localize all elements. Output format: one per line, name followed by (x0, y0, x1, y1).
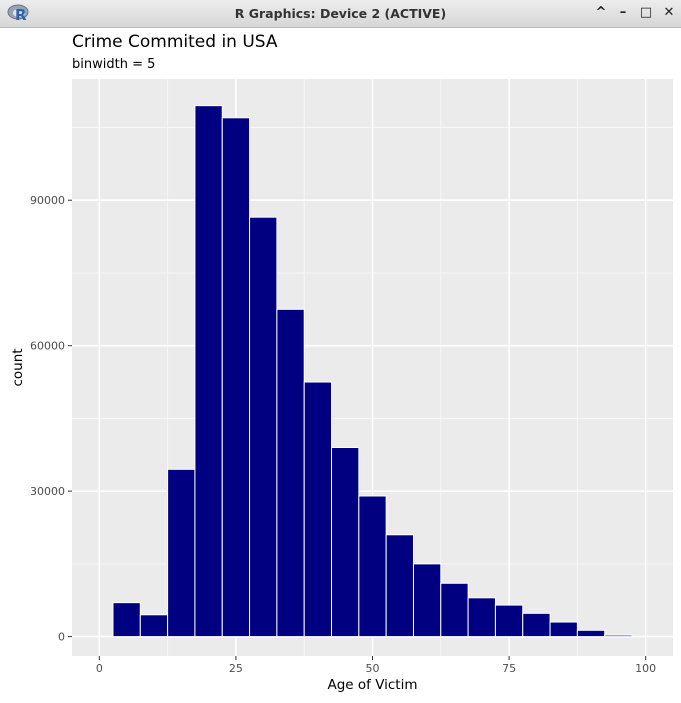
histogram-bars (112, 105, 633, 638)
histogram-bar (276, 308, 305, 638)
histogram-bar (467, 597, 496, 638)
histogram-bar (440, 582, 469, 638)
histogram-bar (249, 216, 278, 638)
histogram-bar (167, 468, 196, 638)
y-axis: 0 30000 60000 90000 (30, 194, 72, 644)
x-axis-label: Age of Victim (327, 677, 417, 693)
minimize-button[interactable]: – (619, 5, 627, 20)
histogram-bar (604, 634, 633, 638)
close-button[interactable]: ✕ (663, 5, 675, 20)
y-tick-label: 60000 (30, 340, 65, 353)
x-tick-label: 25 (229, 662, 243, 675)
histogram-bar (331, 447, 360, 638)
histogram-bar (303, 381, 333, 638)
y-axis-label: count (10, 348, 26, 386)
window-title: R Graphics: Device 2 (ACTIVE) (234, 6, 447, 21)
histogram-bar (358, 495, 387, 638)
title-bar[interactable]: R R Graphics: Device 2 (ACTIVE) ^ – □ ✕ (0, 0, 681, 28)
histogram-bar (494, 604, 524, 638)
histogram-bar (576, 629, 606, 638)
histogram-bar (385, 534, 414, 638)
y-tick-label: 90000 (30, 194, 65, 207)
histogram-bar (139, 614, 169, 638)
y-tick-label: 0 (58, 631, 65, 644)
x-tick-label: 100 (635, 662, 656, 675)
x-tick-label: 75 (502, 662, 516, 675)
histogram-bar (194, 105, 223, 638)
histogram-bar (549, 621, 578, 638)
x-tick-label: 0 (96, 662, 103, 675)
chart-title: Crime Commited in USA (72, 32, 278, 52)
histogram-bar (412, 563, 442, 638)
restore-button[interactable]: □ (639, 5, 653, 20)
r-logo-icon: R (7, 4, 29, 23)
x-tick-label: 50 (366, 662, 380, 675)
histogram-bar (522, 612, 551, 638)
maximize-up-button[interactable]: ^ (595, 5, 607, 20)
histogram-bar (221, 117, 251, 638)
r-logo-letter: R (15, 6, 27, 23)
plot-area: Crime Commited in USA binwidth = 5 0 25 50… (0, 28, 681, 699)
x-axis: 0 25 50 75 100 (96, 656, 656, 675)
chart-subtitle: binwidth = 5 (72, 57, 155, 72)
y-tick-label: 30000 (30, 485, 65, 498)
histogram-chart: Crime Commited in USA binwidth = 5 0 25 50… (10, 32, 673, 693)
histogram-bar (112, 602, 141, 638)
